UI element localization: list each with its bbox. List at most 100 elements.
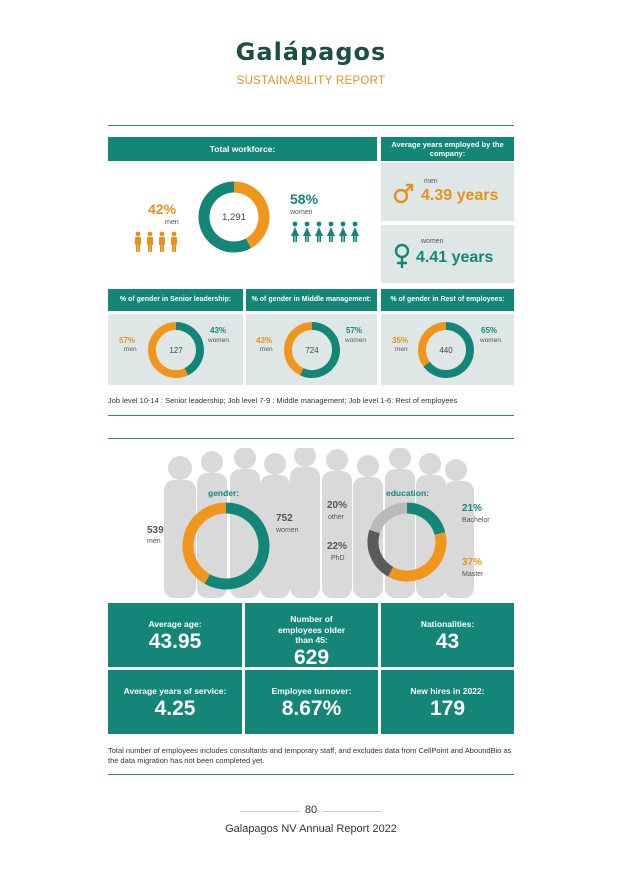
footnote: Total number of employees includes consu… [108, 746, 512, 766]
report-subtitle: SUSTAINABILITY REPORT [236, 75, 386, 87]
women-years-label: women [421, 238, 444, 245]
stat-label: Number of employees older than 45: [277, 614, 346, 646]
education-bachelor-label: Bachelor [462, 517, 490, 524]
gender-men-value: 539 [147, 525, 164, 536]
stat-value: 179 [429, 696, 466, 720]
donut-slice-phd [367, 529, 394, 577]
education-other-pct: 20% [327, 500, 348, 511]
stat-value: 4.25 [154, 696, 196, 720]
stat-label: Employee turnover: [271, 686, 352, 696]
donut-slice-men [418, 322, 447, 367]
rest-women-label: women [480, 337, 501, 344]
senior-leadership-panel: 57% men 127 43% women [108, 314, 243, 385]
rest-men-pct: 35% [392, 336, 409, 345]
workforce-men-label: men [165, 219, 179, 226]
stat-value: 43.95 [148, 629, 202, 653]
stat-label: New hires in 2022: [410, 686, 485, 696]
footer-line-left [240, 811, 300, 812]
stat-new-hires: New hires in 2022: 179 [381, 670, 514, 734]
senior-leadership-donut: 127 [148, 322, 204, 378]
women-years-value: 4.41 years [416, 249, 494, 266]
workforce-total: 1,291 [222, 212, 246, 223]
education-master-label: Master [462, 571, 484, 578]
women-figures-icon [291, 221, 359, 242]
education-bachelor-pct: 21% [462, 503, 483, 514]
donut-slice-women [198, 181, 252, 253]
men-figures-icon [135, 231, 177, 252]
middle-total: 724 [305, 346, 319, 355]
bottom-divider [108, 774, 514, 775]
stat-nationalities: Nationalities: 43 [381, 603, 514, 667]
workforce-women-pct: 58% [290, 191, 319, 207]
stat-value: 629 [293, 645, 330, 669]
section-divider-2 [108, 438, 514, 439]
page-number: 80 [304, 804, 318, 816]
middle-men-pct: 43% [256, 336, 273, 345]
men-years-value: 4.39 years [421, 187, 499, 204]
stat-label: Average age: [148, 619, 202, 629]
men-years-box: men 4.39 years [381, 163, 514, 221]
report-title: Galapagos NV Annual Report 2022 [225, 823, 397, 835]
donut-slice-master [387, 532, 447, 582]
gender-chart-title: gender: [208, 488, 240, 498]
workforce-women-label: women [290, 209, 313, 216]
workforce-donut: 1,291 [198, 181, 270, 253]
rest-women-pct: 65% [481, 326, 498, 335]
workforce-header: Total workforce: [108, 137, 377, 161]
education-phd-label: PhD [331, 555, 345, 562]
donut-slice-men [182, 502, 227, 584]
senior-leadership-header: % of gender in Senior leadership: [108, 289, 243, 311]
gender-panels: % of gender in Senior leadership: % of g… [108, 289, 514, 385]
middle-management-header: % of gender in Middle management: [246, 289, 377, 311]
senior-women-pct: 43% [210, 326, 227, 335]
workforce-men-pct: 42% [148, 201, 177, 217]
logo: Galápagos [235, 38, 387, 66]
male-symbol-icon [393, 183, 414, 204]
job-levels-note: Job level 10-14 : Senior leadership; Job… [108, 396, 458, 405]
gender-women-value: 752 [276, 513, 293, 524]
women-people-icon [290, 221, 364, 248]
education-master-pct: 37% [462, 557, 483, 568]
donut-slice-men [233, 181, 270, 249]
rest-men-label: men [395, 346, 408, 353]
donut-slice-women [204, 502, 270, 590]
men-years-label: men [424, 178, 438, 185]
senior-total: 127 [169, 346, 183, 355]
education-donut [367, 502, 447, 582]
donut-slice-other [369, 502, 408, 534]
top-divider [108, 125, 514, 126]
footer-line-right [322, 811, 382, 812]
senior-men-pct: 57% [119, 336, 136, 345]
donut-slice-men [148, 322, 188, 378]
middle-women-pct: 57% [346, 326, 363, 335]
middle-management-panel: 43% men 724 57% women [246, 314, 377, 385]
stat-value: 43 [435, 629, 460, 653]
stat-employee-turnover: Employee turnover: 8.67% [245, 670, 378, 734]
donut-slice-women [175, 322, 204, 376]
middle-men-label: men [260, 346, 273, 353]
donut-slice-men [284, 322, 313, 376]
workforce-panel: 42% men 1,291 58% women [108, 161, 377, 283]
education-other-label: other [328, 514, 344, 521]
stat-average-age: Average age: 43.95 [108, 603, 242, 667]
middle-women-label: women [345, 337, 366, 344]
men-people-icon [133, 231, 181, 258]
rest-employees-donut: 440 [418, 322, 474, 378]
stat-label: Average years of service: [123, 686, 227, 696]
rest-employees-panel: 35% men 440 65% women [381, 314, 514, 385]
education-chart-title: education: [386, 488, 429, 498]
gender-women-label: women [276, 527, 299, 534]
middle-management-donut: 724 [284, 322, 340, 378]
gender-men-label: men [147, 538, 161, 545]
rest-employees-header: % of gender in Rest of employees: [381, 289, 514, 311]
education-phd-pct: 22% [327, 541, 348, 552]
section-divider-1 [108, 415, 514, 416]
stat-years-of-service: Average years of service: 4.25 [108, 670, 242, 734]
years-employed-header: Average years employed by the company: [381, 137, 514, 161]
donut-slice-women [300, 322, 340, 378]
donut-slice-women [423, 322, 474, 378]
stat-employees-over-45: Number of employees older than 45: 629 [245, 603, 378, 669]
rest-total: 440 [439, 346, 453, 355]
stat-value: 8.67% [281, 696, 342, 720]
women-years-box: women 4.41 years [381, 225, 514, 283]
